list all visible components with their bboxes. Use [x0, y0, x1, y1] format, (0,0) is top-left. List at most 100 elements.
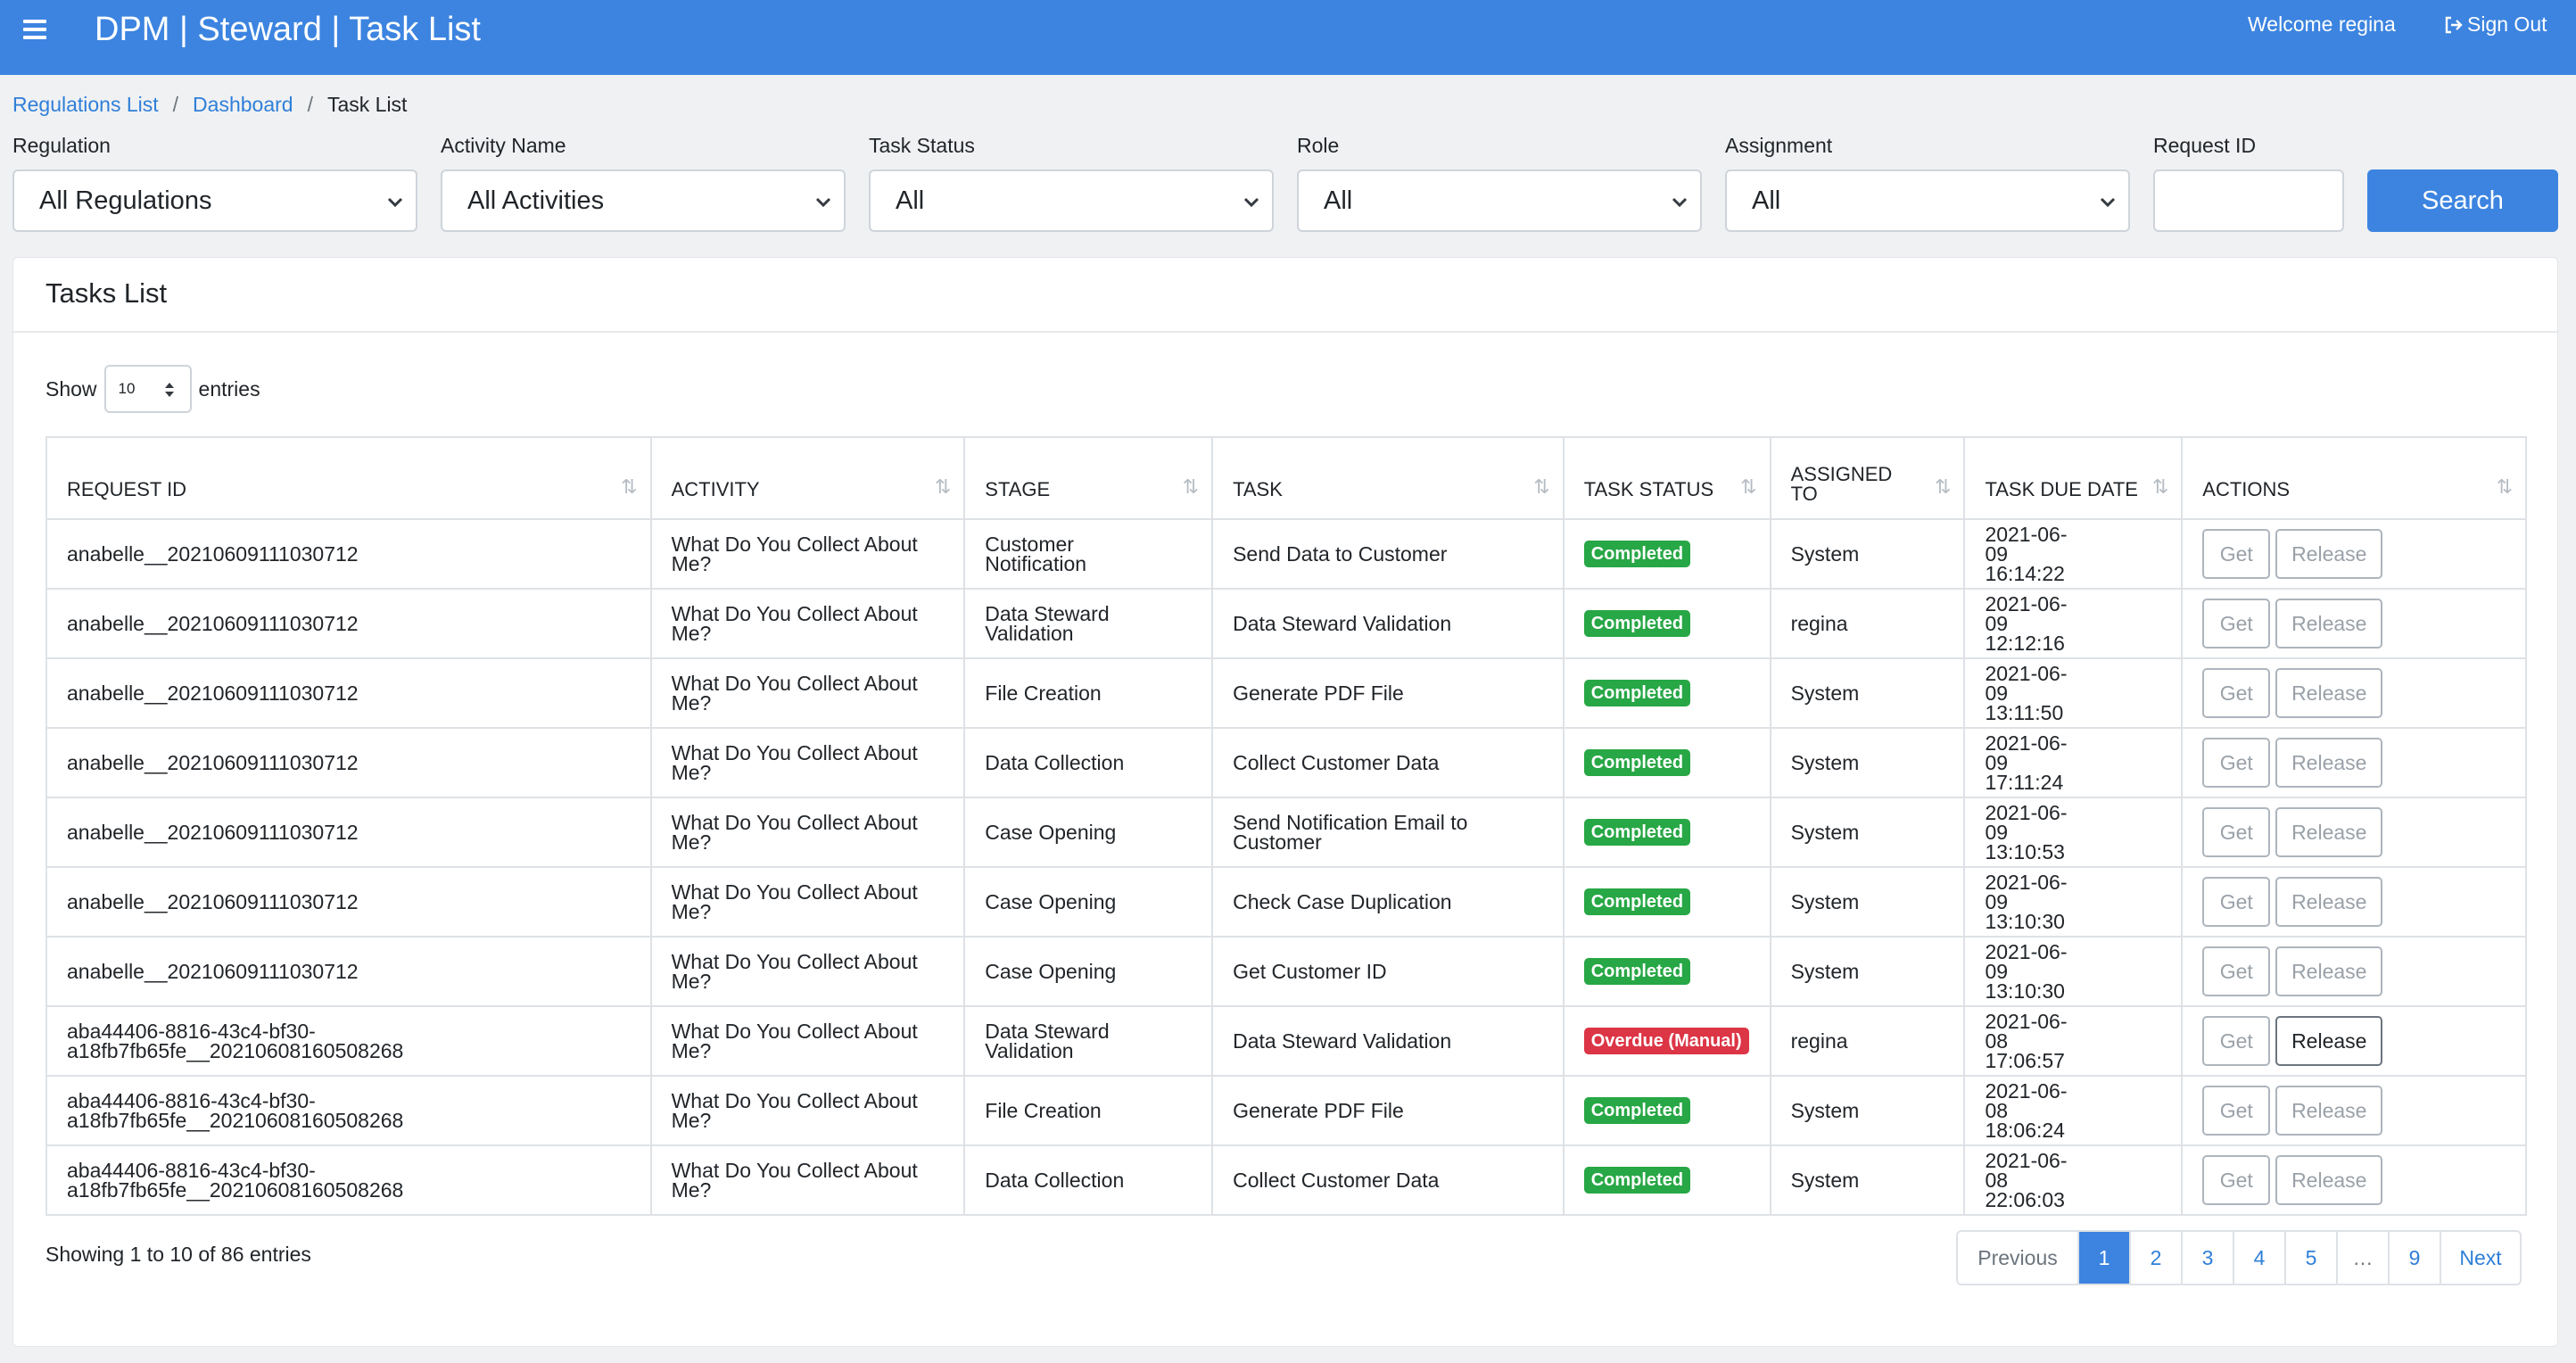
column-header[interactable]: REQUEST ID ⇅ [45, 436, 652, 520]
pagination-previous[interactable]: Previous [1977, 1246, 2058, 1269]
welcome-text: Welcome regina [2248, 12, 2396, 36]
release-button[interactable]: Release [2275, 807, 2383, 857]
get-button[interactable]: Get [2202, 599, 2271, 648]
due-date-cell: 2021-06-09 13:10:30 [1963, 936, 2184, 1007]
get-button[interactable]: Get [2202, 807, 2271, 857]
pagination-ellipsis[interactable]: … [2336, 1232, 2388, 1284]
column-header-label: TASK STATUS [1583, 478, 1714, 500]
actions-cell: Get Release [2181, 1075, 2527, 1146]
pagination-page[interactable]: 4 [2233, 1232, 2284, 1284]
sort-icon[interactable]: ⇅ [1533, 475, 1550, 498]
pagination-next[interactable]: Next [2440, 1232, 2520, 1284]
search-button[interactable]: Search [2367, 169, 2558, 232]
task-status-cell: Completed [1562, 1075, 1771, 1146]
sign-out-label: Sign Out [2467, 12, 2547, 36]
sort-icon[interactable]: ⇅ [2496, 475, 2513, 498]
pagination-page[interactable]: 3 [2181, 1232, 2233, 1284]
task-status-select[interactable]: All [869, 169, 1274, 232]
pagination: Previous 1 2 3 4 5… 9 Next [1956, 1230, 2522, 1285]
pagination-page[interactable]: 2 [2129, 1232, 2181, 1284]
stage-cell: Data Steward Validation [963, 588, 1214, 659]
column-header[interactable]: ASSIGNED TO ⇅ [1769, 436, 1966, 520]
stage-cell-text: Customer Notification [985, 533, 1087, 575]
due-date-cell: 2021-06-09 13:11:50 [1963, 657, 2184, 729]
chevron-down-icon [2100, 197, 2116, 208]
task-status-cell: Completed [1562, 1144, 1771, 1216]
menu-icon[interactable] [23, 20, 46, 39]
pagination-page[interactable]: 5 [2284, 1232, 2336, 1284]
breadcrumb-dashboard[interactable]: Dashboard [193, 93, 293, 116]
release-button[interactable]: Release [2275, 1086, 2383, 1136]
pagination-page[interactable]: 1 [2077, 1232, 2129, 1284]
entries-label: entries [198, 376, 260, 401]
status-badge: Completed [1583, 610, 1691, 637]
column-header-label: TASK DUE DATE [1985, 478, 2138, 500]
activity-cell-text: What Do You Collect About Me? [671, 811, 918, 854]
pagination-page[interactable]: 9 [2388, 1232, 2440, 1284]
sort-icon[interactable]: ⇅ [1740, 475, 1757, 498]
activity-select-value: All Activities [467, 186, 605, 215]
activity-cell-text: What Do You Collect About Me? [671, 533, 918, 575]
release-button[interactable]: Release [2275, 529, 2383, 579]
get-button[interactable]: Get [2202, 1086, 2271, 1136]
release-button[interactable]: Release [2275, 877, 2383, 927]
due-date-cell: 2021-06-08 18:06:24 [1963, 1075, 2184, 1146]
get-button[interactable]: Get [2202, 529, 2271, 579]
column-header[interactable]: ACTIVITY ⇅ [649, 436, 966, 520]
assigned-to-cell-text: System [1790, 751, 1860, 774]
release-button[interactable]: Release [2275, 946, 2383, 996]
task-cell: Generate PDF File [1211, 1075, 1565, 1146]
actions-cell: Get Release [2181, 936, 2527, 1007]
sign-out-link[interactable]: Sign Out [2444, 12, 2547, 37]
task-cell: Send Notification Email to Customer [1211, 797, 1565, 868]
column-header[interactable]: STAGE ⇅ [963, 436, 1214, 520]
stage-cell-text: File Creation [985, 682, 1102, 705]
role-label: Role [1297, 134, 1340, 157]
get-button[interactable]: Get [2202, 1155, 2271, 1205]
request-id-input[interactable] [2153, 169, 2344, 232]
task-status-select-value: All [896, 186, 925, 215]
sort-icon[interactable]: ⇅ [621, 475, 638, 498]
sort-icon[interactable]: ⇅ [2151, 475, 2169, 498]
due-date-cell: 2021-06-09 17:11:24 [1963, 727, 2184, 798]
sort-icon[interactable]: ⇅ [934, 475, 952, 498]
status-badge: Completed [1583, 958, 1691, 985]
table-row: aba44406-8816-43c4-bf30-a18fb7fb65fe__20… [45, 1144, 2527, 1216]
request-id-cell-text: anabelle__20210609111030712 [67, 682, 359, 705]
release-button[interactable]: Release [2275, 668, 2383, 718]
column-header[interactable]: ACTIONS ⇅ [2181, 436, 2527, 520]
entries-per-page-select[interactable]: 10 [103, 365, 192, 413]
assignment-select[interactable]: All [1725, 169, 2130, 232]
column-header[interactable]: TASK ⇅ [1211, 436, 1565, 520]
sort-icon[interactable]: ⇅ [1935, 475, 1952, 498]
breadcrumb-regulations-list[interactable]: Regulations List [12, 93, 159, 116]
release-button[interactable]: Release [2275, 738, 2383, 788]
get-button[interactable]: Get [2202, 1016, 2271, 1066]
regulation-select[interactable]: All Regulations [12, 169, 417, 232]
get-button[interactable]: Get [2202, 946, 2271, 996]
stage-cell-text: Data Collection [985, 1169, 1125, 1192]
due-date-cell-text: 2021-06-09 12:12:16 [1985, 592, 2068, 655]
column-header[interactable]: TASK STATUS ⇅ [1562, 436, 1771, 520]
table-row: anabelle__20210609111030712 What Do You C… [45, 797, 2527, 868]
actions-cell: Get Release [2181, 588, 2527, 659]
activity-cell-text: What Do You Collect About Me? [671, 1020, 918, 1062]
request-id-cell: aba44406-8816-43c4-bf30-a18fb7fb65fe__20… [45, 1144, 652, 1216]
column-header[interactable]: TASK DUE DATE ⇅ [1963, 436, 2184, 520]
get-button[interactable]: Get [2202, 738, 2271, 788]
activity-select[interactable]: All Activities [441, 169, 846, 232]
release-button[interactable]: Release [2275, 1155, 2383, 1205]
role-select[interactable]: All [1297, 169, 1702, 232]
show-label: Show [45, 376, 97, 401]
task-status-cell: Completed [1562, 936, 1771, 1007]
assigned-to-cell-text: System [1790, 960, 1860, 983]
get-button[interactable]: Get [2202, 668, 2271, 718]
get-button[interactable]: Get [2202, 877, 2271, 927]
sort-icon[interactable]: ⇅ [1182, 475, 1200, 498]
column-header-label: REQUEST ID [67, 478, 187, 500]
release-button[interactable]: Release [2275, 1016, 2383, 1066]
actions-cell: Get Release [2181, 657, 2527, 729]
release-button[interactable]: Release [2275, 599, 2383, 648]
assigned-to-cell-text: System [1790, 542, 1860, 566]
assigned-to-cell: System [1769, 797, 1966, 868]
